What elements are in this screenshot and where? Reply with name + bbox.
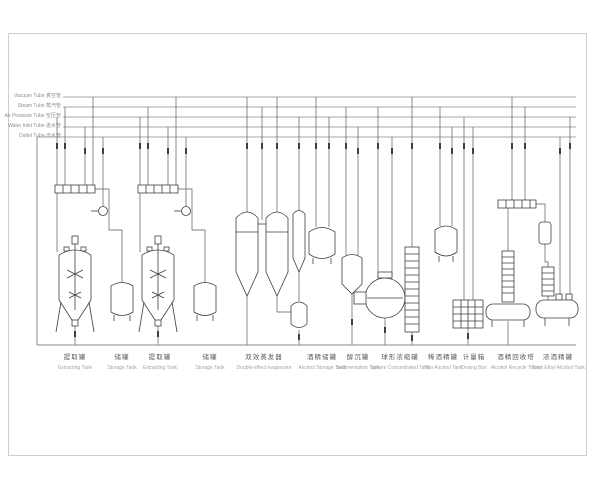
dosing-box-symbol bbox=[452, 299, 484, 329]
pipe-label-steam: Steam Tube 蒸汽管 bbox=[17, 103, 61, 109]
equipment-label-sphere-concentrator: 球形浓缩罐 Sphere Concentrated Tank bbox=[370, 354, 430, 371]
storage-tank-2-symbol bbox=[193, 282, 217, 321]
alcohol-recovery-tower-symbol bbox=[485, 199, 555, 327]
thin-alcohol-tank-symbol bbox=[434, 225, 458, 262]
equipment-label-storage-tank-1: 储罐 Storage Tank bbox=[107, 354, 137, 371]
equipment-label-alcohol-storage-tank: 酒精储罐 Alcohol Storage Tank bbox=[298, 354, 346, 371]
thick-alcohol-tank-symbol bbox=[535, 293, 579, 326]
concentrator-column-symbol bbox=[404, 246, 420, 333]
pipe-label-air-pressure: Air Pressure Tube 空压管 bbox=[4, 113, 61, 119]
pipe-drop-lines bbox=[36, 97, 571, 345]
double-effect-evaporator-symbol bbox=[235, 210, 308, 328]
equipment-label-extracting-tank-2: 提取罐 Extracting Tank bbox=[142, 354, 178, 371]
equipment-label-dosing-box: 计量箱 Dosing Box bbox=[461, 354, 487, 371]
pipe-label-water-inlet: Water Inlet Tube 进水管 bbox=[8, 123, 61, 129]
pipe-label-vacuum: Vacuum Tube 真空管 bbox=[14, 93, 61, 99]
sedimentation-tank-symbol bbox=[341, 254, 363, 295]
alcohol-storage-tank-symbol bbox=[308, 227, 336, 264]
equipment-label-alcohol-recycle-tower: 酒精回收塔 Alcohol Recycle Tower bbox=[490, 354, 542, 371]
equipment-label-evaporator: 双效蒸发器 Double-effect evaporator bbox=[236, 354, 292, 371]
equipment-label-thin-alcohol-tank: 稀酒精罐 Thin Alcohol Tank bbox=[423, 354, 463, 371]
sphere-concentrator-symbol bbox=[353, 271, 406, 319]
valve-symbols bbox=[56, 143, 571, 341]
extracting-tank-1-symbol bbox=[54, 184, 108, 333]
equipment-label-sedimentation-tank: 醇沉罐 Sedimentation Tank bbox=[336, 354, 380, 371]
sheet-border bbox=[8, 33, 587, 456]
pipe-header-lines bbox=[37, 96, 576, 138]
equipment-label-storage-tank-2: 储罐 Storage Tank bbox=[195, 354, 225, 371]
storage-tank-1-symbol bbox=[110, 282, 134, 321]
equipment-label-thick-alcohol-tank: 浓酒精罐 Thick Ethyl Alcohol Tank bbox=[531, 354, 585, 371]
extracting-tank-2-symbol bbox=[137, 184, 191, 333]
pipe-label-outlet: Outlet Tube 出水管 bbox=[18, 133, 61, 139]
equipment-label-extracting-tank-1: 提取罐 Extracting Tank bbox=[57, 354, 93, 371]
